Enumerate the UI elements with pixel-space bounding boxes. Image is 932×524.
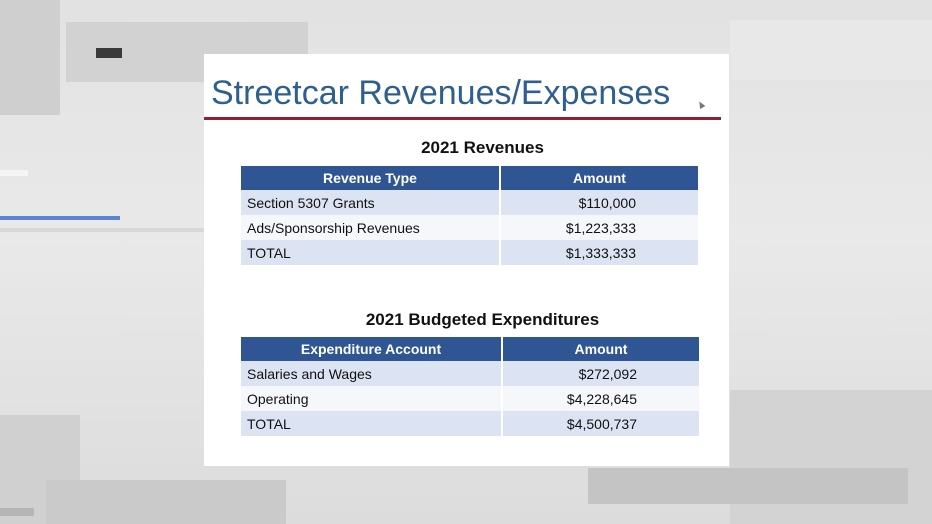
column-header-amount: Amount	[500, 166, 698, 190]
revenue-type-cell: Section 5307 Grants	[241, 190, 501, 215]
expenditure-account-cell: TOTAL	[241, 411, 503, 436]
amount-cell: $272,092	[502, 361, 699, 386]
table-row: Operating $4,228,645	[241, 386, 699, 411]
presentation-slide: Streetcar Revenues/Expenses 2021 Revenue…	[204, 54, 729, 466]
table-row-total: TOTAL $1,333,333	[241, 240, 698, 265]
column-header-amount: Amount	[502, 337, 699, 361]
expenditure-account-cell: Operating	[241, 386, 503, 411]
revenue-type-cell: Ads/Sponsorship Revenues	[241, 215, 501, 240]
background-block	[0, 0, 60, 115]
background-block	[0, 170, 28, 176]
column-header-revenue-type: Revenue Type	[241, 166, 501, 190]
background-block	[0, 508, 34, 516]
title-underline	[204, 117, 721, 120]
amount-cell: $1,223,333	[500, 215, 698, 240]
background-block	[588, 468, 908, 504]
amount-cell: $110,000	[500, 190, 698, 215]
revenues-header-row: Revenue Type Amount	[241, 166, 698, 190]
table-row: Salaries and Wages $272,092	[241, 361, 699, 386]
expenditure-account-cell: Salaries and Wages	[241, 361, 503, 386]
revenues-heading: 2021 Revenues	[421, 138, 544, 157]
table-row: Ads/Sponsorship Revenues $1,223,333	[241, 215, 698, 240]
accent-line	[0, 216, 120, 220]
amount-cell: $1,333,333	[500, 240, 698, 265]
slide-title: Streetcar Revenues/Expenses	[211, 74, 671, 112]
background-mark	[96, 48, 122, 58]
revenue-type-cell: TOTAL	[241, 240, 501, 265]
expenditures-table: Expenditure Account Amount Salaries and …	[241, 337, 699, 436]
column-header-expenditure-account: Expenditure Account	[241, 337, 503, 361]
background-line	[0, 228, 205, 232]
expenditures-heading: 2021 Budgeted Expenditures	[365, 310, 600, 329]
table-row: Section 5307 Grants $110,000	[241, 190, 698, 215]
amount-cell: $4,228,645	[502, 386, 699, 411]
amount-cell: $4,500,737	[502, 411, 699, 436]
mouse-cursor-icon	[696, 99, 706, 110]
revenues-table: Revenue Type Amount Section 5307 Grants …	[241, 166, 698, 265]
background-block	[46, 480, 286, 524]
table-row-total: TOTAL $4,500,737	[241, 411, 699, 436]
background-block	[730, 20, 932, 80]
expenditures-header-row: Expenditure Account Amount	[241, 337, 699, 361]
